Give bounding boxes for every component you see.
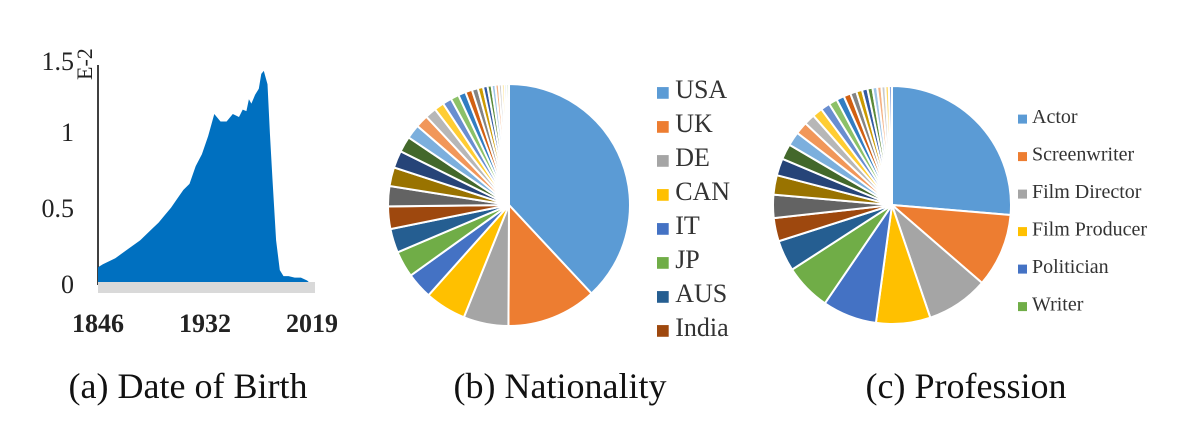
pie-slice	[505, 82, 510, 206]
x-tick-label: 2019	[286, 309, 338, 338]
caption-b: (b) Nationality	[454, 366, 667, 406]
x-tick-label: 1932	[179, 309, 231, 338]
y-tick-label: 0.5	[42, 194, 75, 223]
legend-swatch	[657, 189, 669, 201]
dob-area-chart: E-2 1.5 1 0.5 0 1846 1932 2019 (a) Date …	[42, 47, 339, 406]
legend-swatch	[657, 223, 669, 235]
dob-area-series	[98, 70, 312, 286]
pie-slice	[507, 202, 593, 328]
legend-swatch	[657, 257, 669, 269]
legend: USA UK DE CAN IT JP AUS India	[657, 75, 730, 342]
legend-label: AUS	[675, 279, 727, 308]
pie-slice	[889, 203, 1012, 285]
legend-label: Writer	[1032, 294, 1084, 316]
caption-a: (a) Date of Birth	[69, 366, 308, 406]
legend-label: USA	[675, 75, 727, 104]
legend-swatch	[657, 291, 669, 303]
legend-label: CAN	[675, 177, 730, 206]
legend-swatch	[1018, 264, 1027, 274]
pie-slices	[772, 84, 1012, 326]
legend-label: India	[675, 313, 729, 342]
x-axis-band	[98, 282, 315, 293]
legend-label: DE	[675, 143, 710, 172]
caption-c: (c) Profession	[866, 366, 1067, 406]
legend-label: Film Director	[1032, 181, 1142, 203]
profession-pie-chart: Actor Screenwriter Film Director Film Produ…	[772, 84, 1147, 406]
pie-slice	[887, 84, 893, 206]
legend-label: Actor	[1032, 106, 1078, 128]
legend-label: Politician	[1032, 256, 1109, 278]
legend-label: Screenwriter	[1032, 144, 1135, 166]
y-tick-label: 0	[61, 270, 74, 299]
x-tick-label: 1846	[72, 309, 124, 338]
legend-swatch	[657, 121, 669, 133]
legend-swatch	[1018, 152, 1027, 162]
legend-label: JP	[675, 245, 700, 274]
legend-label: UK	[675, 109, 713, 138]
legend-label: IT	[675, 211, 700, 240]
nationality-pie-chart: USA UK DE CAN IT JP AUS India (b) Nationality	[386, 75, 730, 406]
y-tick-label: 1	[61, 118, 74, 147]
legend-swatch	[1018, 189, 1027, 199]
pie-slice	[508, 82, 631, 295]
legend-label: Film Producer	[1032, 219, 1147, 241]
y-tick-label: 1.5	[42, 47, 75, 76]
legend-swatch	[1018, 114, 1027, 124]
y-unit-label: E-2	[72, 48, 97, 80]
pie-slice	[891, 84, 1012, 217]
legend-swatch	[657, 87, 669, 99]
legend-swatch	[657, 155, 669, 167]
legend: Actor Screenwriter Film Director Film Produ…	[1018, 106, 1147, 316]
legend-swatch	[1018, 302, 1027, 312]
legend-swatch	[1018, 227, 1027, 237]
legend-swatch	[657, 325, 669, 337]
pie-slices	[386, 82, 631, 328]
